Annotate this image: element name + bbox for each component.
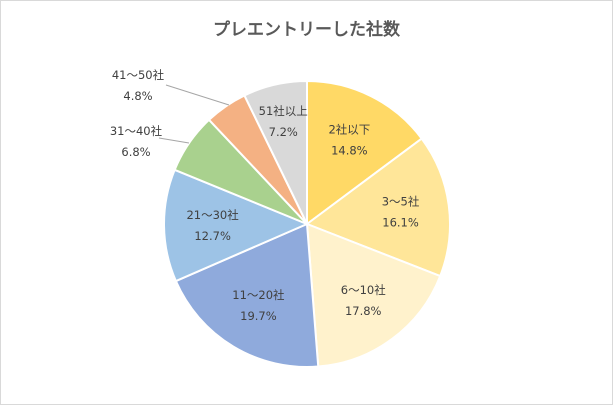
category-label: 21〜30社 [186,208,239,222]
pie-slice [306,79,424,226]
leader-line [158,137,190,144]
value-label: 16.1% [382,215,419,229]
value-label: 4.8% [123,89,152,103]
pie-slice [304,137,451,278]
value-label: 14.8% [331,144,368,158]
pie-slice [243,79,308,225]
pie-slice [305,222,442,368]
value-label: 6.8% [121,145,150,159]
category-label: 3〜5社 [382,194,420,208]
category-label: 11〜20社 [232,288,285,302]
category-label: 41〜50社 [112,68,165,82]
value-label: 17.8% [345,304,382,318]
leader-line [165,84,230,106]
pie-slice [163,168,310,283]
value-label: 19.7% [240,309,277,323]
pie-slice [174,222,320,368]
category-label: 2社以下 [328,123,370,137]
value-label: 12.7% [194,229,231,243]
category-label: 31〜40社 [110,124,163,138]
value-label: 7.2% [269,125,298,139]
chart-title: プレエントリーした社数 [213,20,400,40]
category-label: 51社以上 [259,104,308,118]
category-label: 6〜10社 [341,283,386,297]
